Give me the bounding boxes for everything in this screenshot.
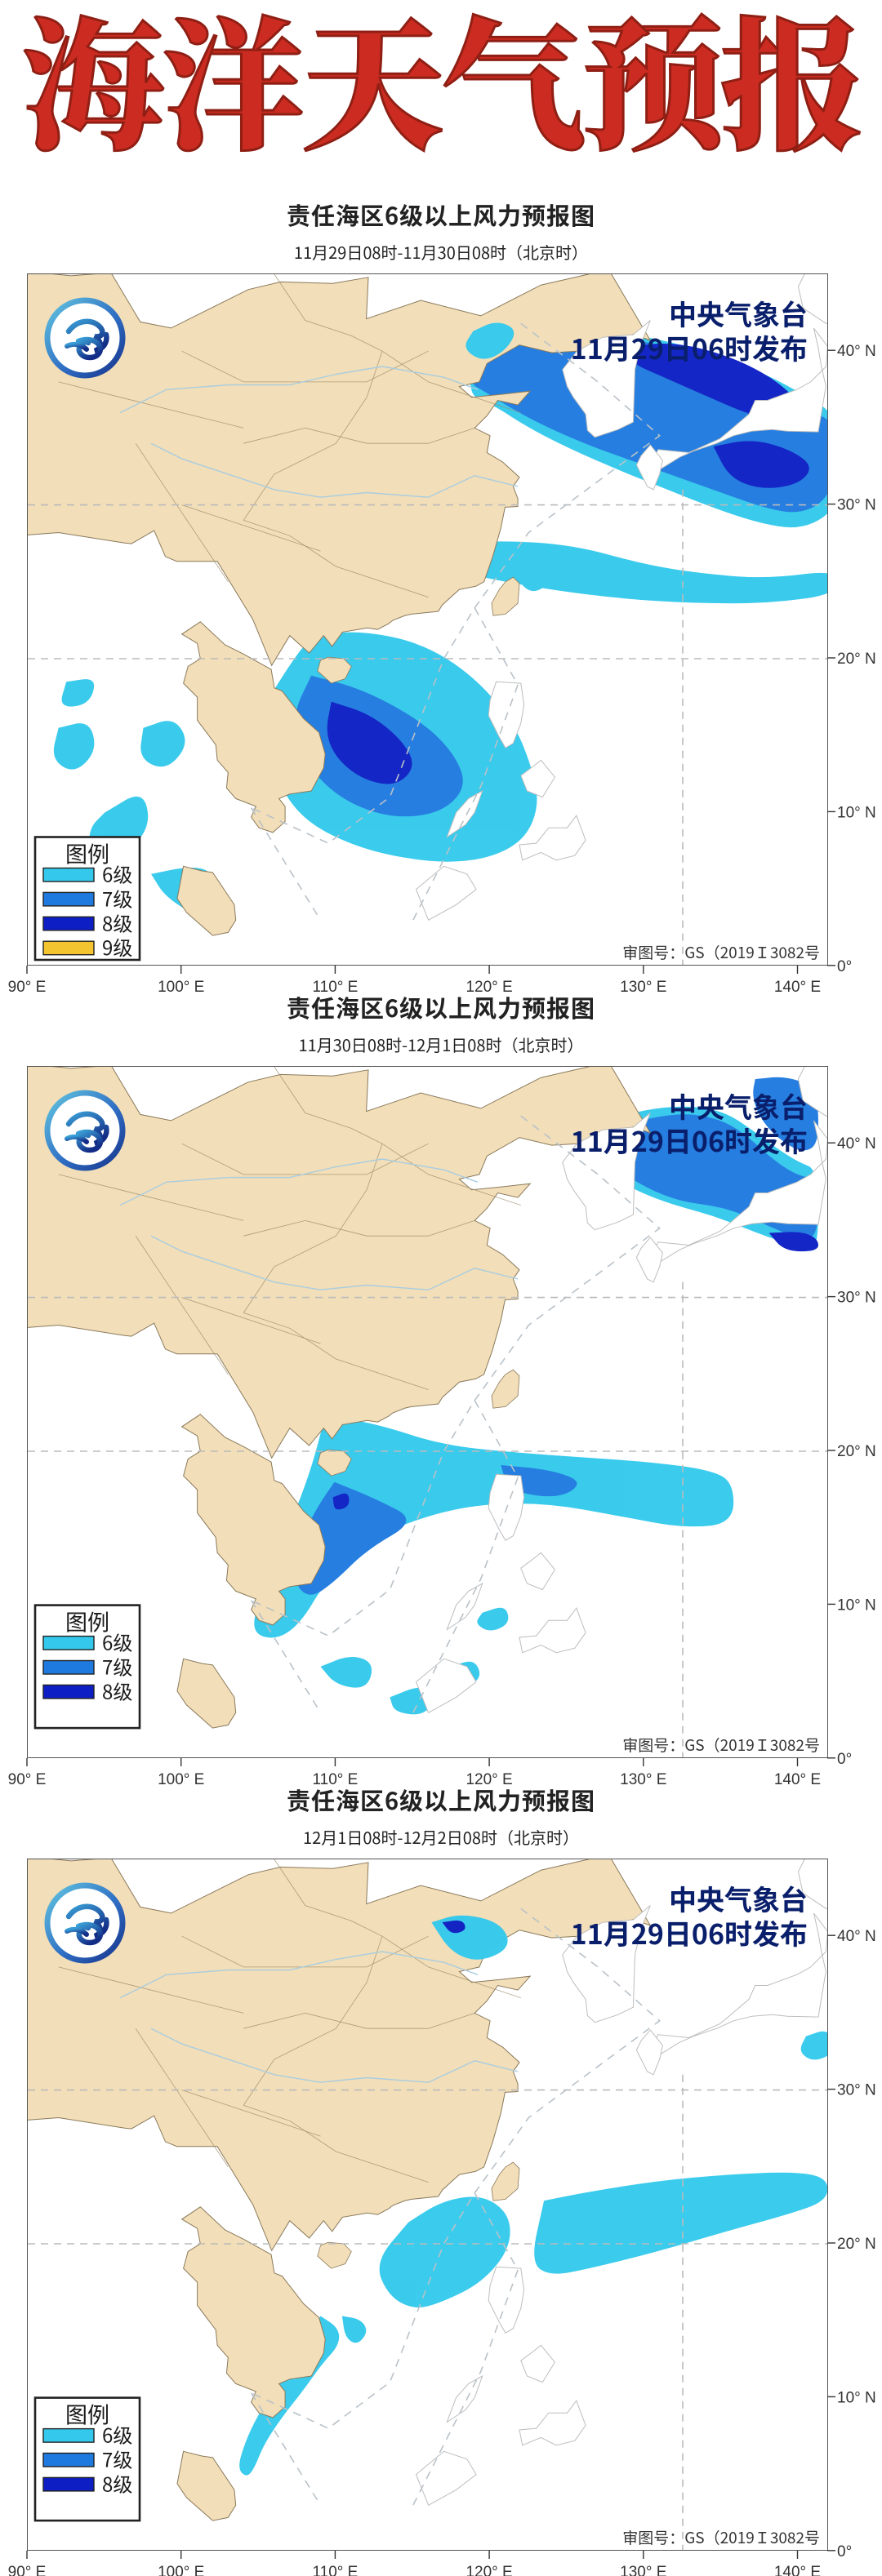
svg-text:20° N: 20° N [837, 2236, 876, 2253]
svg-text:110° E: 110° E [312, 2564, 358, 2576]
svg-text:海洋天气预报: 海洋天气预报 [22, 0, 860, 173]
svg-text:10° N: 10° N [837, 804, 876, 821]
svg-text:10° N: 10° N [837, 2389, 876, 2406]
svg-text:11月29日06时发布: 11月29日06时发布 [571, 327, 808, 367]
svg-text:审图号：GS（2019Ｉ3082号: 审图号：GS（2019Ｉ3082号 [622, 941, 820, 963]
svg-text:审图号：GS（2019Ｉ3082号: 审图号：GS（2019Ｉ3082号 [622, 1734, 820, 1756]
svg-text:20° N: 20° N [837, 1443, 876, 1460]
svg-text:30° N: 30° N [837, 1290, 876, 1307]
svg-text:0°: 0° [837, 2543, 852, 2560]
svg-text:11月29日06时发布: 11月29日06时发布 [571, 1120, 808, 1160]
svg-text:140° E: 140° E [774, 2564, 821, 2576]
svg-text:40° N: 40° N [837, 1928, 876, 1945]
svg-text:20° N: 20° N [837, 651, 876, 668]
svg-text:10° N: 10° N [837, 1597, 876, 1614]
svg-text:40° N: 40° N [837, 1135, 876, 1153]
svg-text:8级: 8级 [102, 1676, 132, 1704]
svg-text:8级: 8级 [102, 2468, 132, 2497]
svg-text:9级: 9级 [102, 932, 132, 961]
svg-text:90° E: 90° E [8, 2564, 47, 2576]
svg-text:审图号：GS（2019Ｉ3082号: 审图号：GS（2019Ｉ3082号 [622, 2526, 820, 2548]
svg-text:30° N: 30° N [837, 497, 876, 514]
svg-text:40° N: 40° N [837, 343, 876, 360]
svg-text:120° E: 120° E [466, 2564, 512, 2576]
svg-text:30° N: 30° N [837, 2082, 876, 2099]
svg-text:100° E: 100° E [158, 2564, 204, 2576]
svg-text:130° E: 130° E [620, 2564, 666, 2576]
svg-text:11月29日06时发布: 11月29日06时发布 [571, 1912, 808, 1952]
